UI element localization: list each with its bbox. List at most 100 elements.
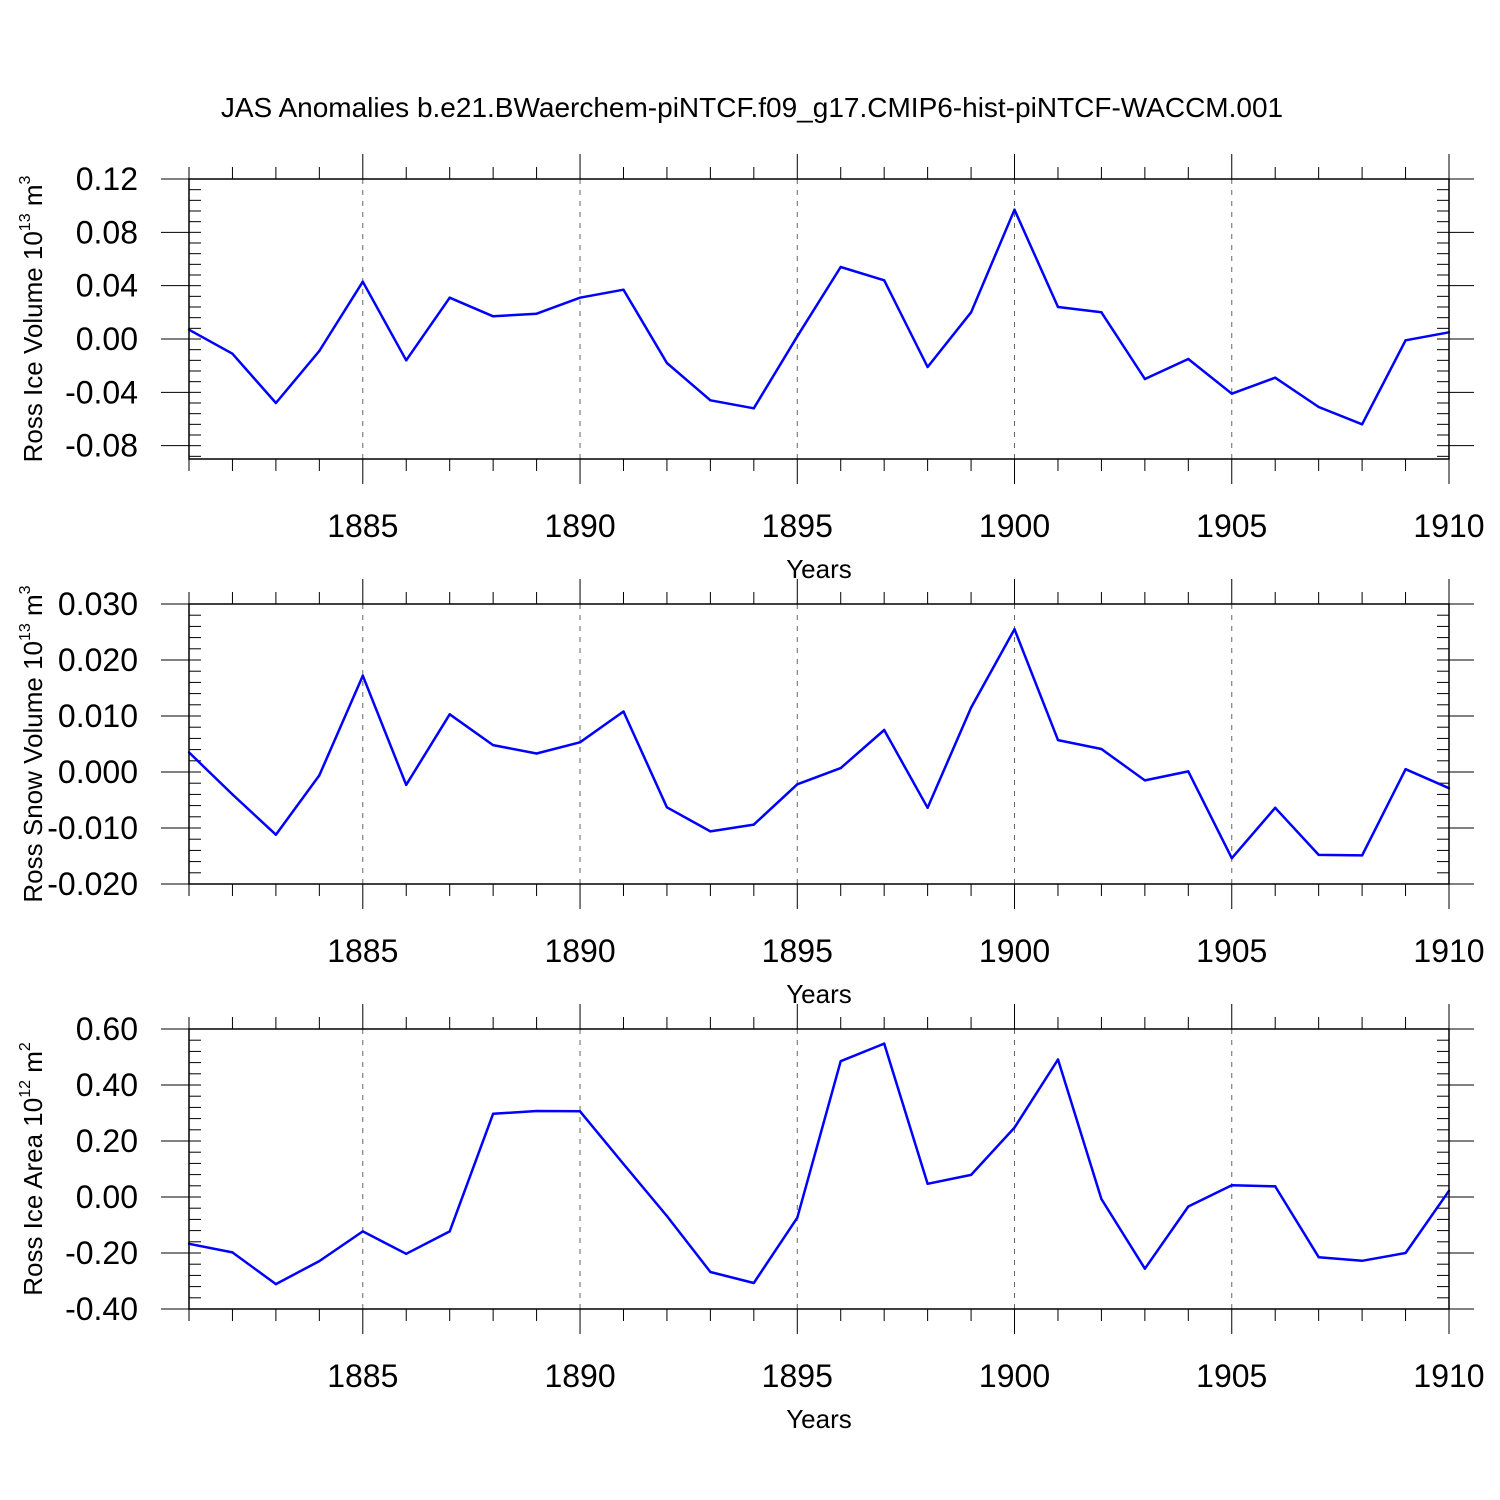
data-point (882, 728, 886, 732)
data-point (318, 1259, 321, 1263)
data-point (361, 674, 364, 677)
data-point (318, 774, 321, 777)
data-point (491, 315, 495, 318)
data-point (969, 706, 973, 709)
x-tick-label: 1905 (1196, 508, 1267, 544)
data-point (231, 1251, 234, 1254)
data-point (1100, 1197, 1103, 1201)
series-line (188, 627, 1450, 860)
y-tick-label: 0.04 (76, 268, 138, 304)
data-point (709, 1270, 712, 1274)
figure-title: JAS Anomalies b.e21.BWaerchem-piNTCF.f09… (221, 92, 1283, 123)
data-point (1187, 1205, 1190, 1208)
data-point (752, 407, 756, 410)
series-line (188, 208, 1450, 426)
x-tick-label: 1890 (544, 1358, 615, 1394)
data-point (448, 1230, 451, 1233)
data-point (405, 1252, 408, 1256)
data-point (709, 399, 712, 402)
data-point (535, 752, 538, 755)
data-point (1230, 392, 1233, 395)
data-point (1013, 1126, 1016, 1129)
y-tick-label: 0.010 (58, 698, 138, 734)
data-point (1187, 770, 1190, 773)
data-point (1056, 1058, 1060, 1061)
data-point (709, 830, 712, 833)
data-point (535, 312, 538, 315)
y-tick-label: -0.08 (65, 428, 138, 464)
x-tick-label: 1900 (979, 1358, 1050, 1394)
data-point (1317, 1256, 1320, 1259)
data-point (796, 1216, 799, 1219)
panel-2: -0.020 -0.010 0.000 0.010 0.020 0.030 1885 1890… (17, 579, 1485, 1009)
x-tick-label: 1900 (979, 933, 1050, 969)
y-axis-label: Ross Snow Volume 1013 m3 (17, 585, 48, 902)
data-point (882, 279, 886, 282)
data-point (622, 288, 625, 291)
data-point (1404, 768, 1407, 771)
data-point (1360, 423, 1364, 426)
data-point (1100, 311, 1103, 314)
data-point (578, 296, 582, 299)
series-line (188, 1042, 1451, 1286)
y-tick-label: -0.010 (47, 810, 138, 846)
data-point (448, 713, 451, 716)
x-tick-label: 1885 (327, 933, 398, 969)
data-point (491, 743, 495, 747)
data-point (578, 1110, 582, 1113)
panel-3: -0.40 -0.20 0.00 0.20 0.40 0.60 1885 1890 1895 19… (17, 1004, 1485, 1434)
x-tick-label: 1885 (327, 1358, 398, 1394)
x-tick-label: 1890 (544, 508, 615, 544)
data-point (405, 783, 408, 787)
data-point (665, 361, 669, 365)
y-tick-label: 0.00 (76, 321, 138, 357)
panel-1: -0.08 -0.04 0.00 0.04 0.08 0.12 1885 1890 1895 19… (17, 154, 1485, 584)
data-point (318, 349, 321, 353)
x-axis-label: Years (786, 979, 852, 1009)
y-tick-label: 0.12 (76, 161, 138, 197)
data-point (622, 1162, 625, 1166)
data-point (796, 783, 799, 786)
data-point (491, 1112, 495, 1116)
data-point (1056, 305, 1060, 309)
data-point (448, 296, 451, 299)
data-point (1143, 377, 1147, 381)
y-tick-label: 0.60 (76, 1011, 138, 1047)
x-tick-label: 1885 (327, 508, 398, 544)
plot-frame (188, 178, 1450, 460)
data-point (274, 401, 278, 405)
data-point (1404, 1251, 1407, 1255)
data-point (1143, 779, 1147, 782)
data-point (796, 335, 799, 338)
data-point (1100, 747, 1103, 751)
x-tick-label: 1910 (1413, 508, 1484, 544)
x-tick-label: 1895 (762, 508, 833, 544)
data-point (969, 311, 973, 314)
x-axis-label: Years (786, 554, 852, 584)
x-tick-label: 1890 (544, 933, 615, 969)
y-tick-label: -0.04 (65, 374, 138, 410)
y-tick-label: -0.020 (47, 866, 138, 902)
data-point (1230, 1184, 1233, 1187)
data-point (969, 1173, 973, 1177)
data-point (274, 1282, 278, 1286)
y-tick-label: 0.08 (76, 214, 138, 250)
plot-frame (188, 603, 1450, 885)
data-point (1317, 405, 1320, 409)
x-tick-label: 1905 (1196, 1358, 1267, 1394)
data-point (1274, 806, 1277, 810)
data-point (578, 741, 582, 744)
x-tick-label: 1895 (762, 933, 833, 969)
data-point (1360, 1259, 1364, 1263)
data-point (1056, 738, 1060, 742)
y-tick-label: -0.40 (65, 1291, 138, 1327)
data-point (1274, 1185, 1277, 1188)
plot-frame (188, 1028, 1450, 1310)
data-point (1360, 854, 1364, 857)
y-axis-label: Ross Ice Area 1012 m2 (17, 1042, 48, 1296)
data-point (1317, 853, 1320, 857)
data-point (1013, 628, 1016, 631)
x-tick-label: 1910 (1413, 933, 1484, 969)
